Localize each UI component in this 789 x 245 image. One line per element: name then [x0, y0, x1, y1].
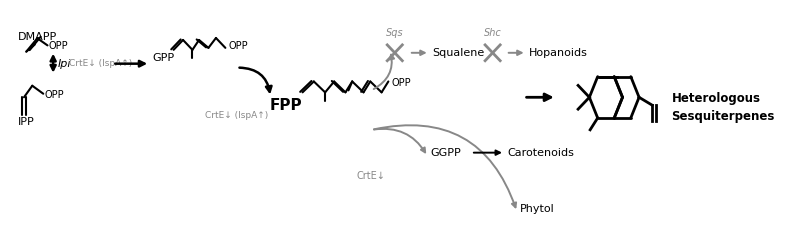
Text: CrtE↓: CrtE↓ — [357, 172, 386, 181]
Text: CrtE↓ (IspA↑): CrtE↓ (IspA↑) — [204, 110, 268, 120]
Text: OPP: OPP — [44, 90, 64, 100]
Text: Heterologous
Sesquiterpenes: Heterologous Sesquiterpenes — [671, 92, 775, 123]
Text: GGPP: GGPP — [431, 148, 462, 158]
Text: Shc: Shc — [484, 28, 502, 38]
Text: GPP: GPP — [152, 53, 174, 63]
Text: OPP: OPP — [228, 41, 248, 51]
Text: Hopanoids: Hopanoids — [529, 48, 589, 58]
Text: DMAPP: DMAPP — [18, 32, 58, 42]
Text: OPP: OPP — [391, 78, 411, 88]
Text: CrtE↓ (IspA↑): CrtE↓ (IspA↑) — [69, 59, 133, 68]
Text: IPP: IPP — [18, 117, 35, 127]
Text: Ipi: Ipi — [58, 59, 71, 69]
Text: FPP: FPP — [270, 98, 302, 113]
Text: Sqs: Sqs — [386, 28, 404, 38]
Text: Carotenoids: Carotenoids — [507, 148, 574, 158]
Text: Phytol: Phytol — [520, 204, 555, 214]
Text: OPP: OPP — [48, 41, 68, 51]
Text: Squalene: Squalene — [432, 48, 484, 58]
